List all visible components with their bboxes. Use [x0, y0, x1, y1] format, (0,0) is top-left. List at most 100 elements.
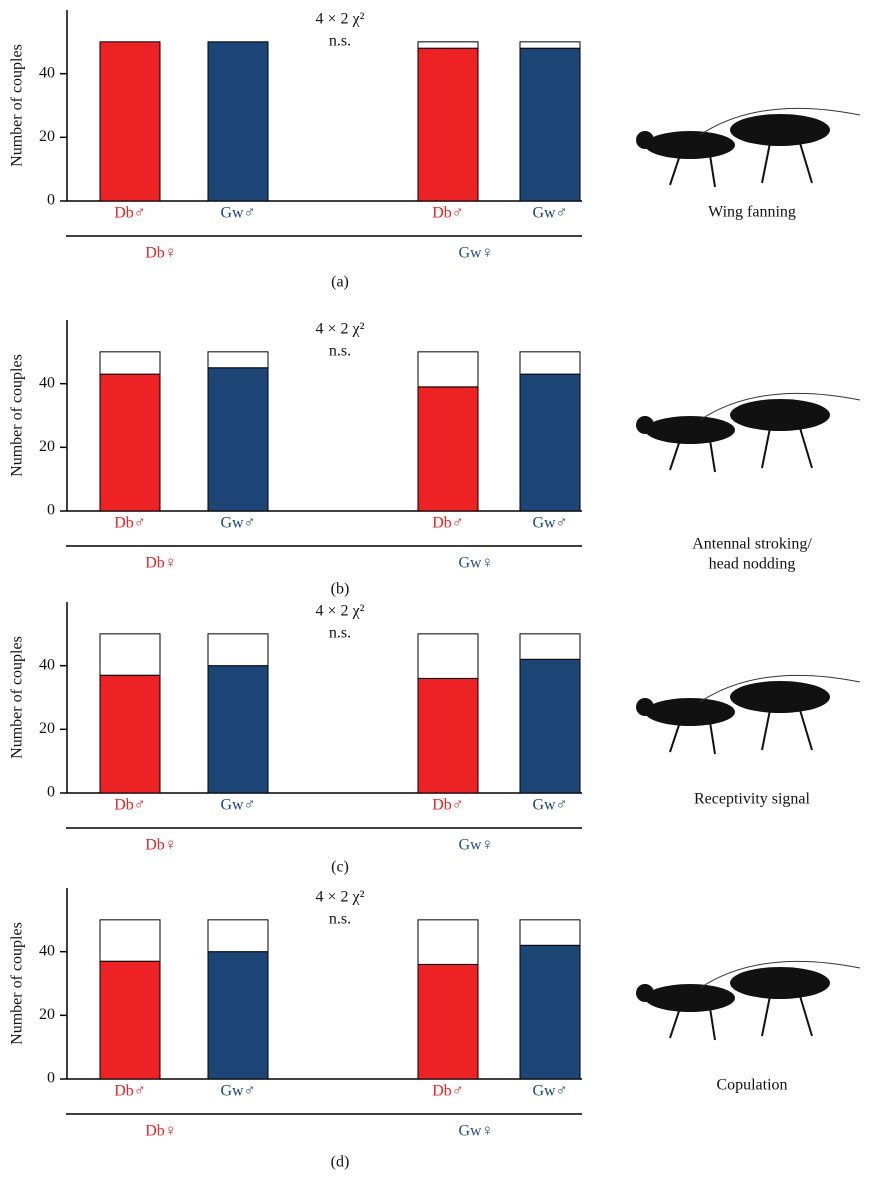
annotation: 4 × 2 χ² [316, 889, 365, 906]
x-tick-label: Gw♂ [532, 205, 567, 222]
bar-segment [100, 352, 160, 374]
y-tick-label: 40 [39, 656, 55, 673]
bar-segment [520, 945, 580, 1079]
bar-segment [418, 352, 478, 387]
x-tick-label: Db♂ [114, 1083, 146, 1100]
y-axis-label: Number of couples [9, 44, 26, 167]
bar-segment [520, 659, 580, 793]
group-label: Gw♀ [458, 555, 493, 572]
wasp-body [730, 681, 830, 713]
panel-label: (a) [331, 274, 349, 291]
group-label: Gw♀ [458, 837, 493, 854]
illustration-label: head nodding [709, 556, 796, 573]
illustration [636, 108, 860, 187]
annotation-note: n.s. [329, 343, 351, 360]
group-label: Db♀ [145, 245, 177, 262]
y-axis-label: Number of couples [9, 922, 26, 1045]
x-tick-label: Db♂ [432, 1083, 464, 1100]
bar-segment [100, 675, 160, 793]
illustration [636, 961, 860, 1040]
annotation-note: n.s. [329, 911, 351, 928]
bar-segment [418, 48, 478, 201]
group-label: Gw♀ [458, 245, 493, 262]
illustration [636, 393, 860, 472]
y-tick-label: 0 [47, 784, 55, 801]
annotation: 4 × 2 χ² [316, 603, 365, 620]
y-axis-label: Number of couples [9, 636, 26, 759]
group-label: Gw♀ [458, 1123, 493, 1140]
x-tick-label: Gw♂ [220, 797, 255, 814]
annotation-note: n.s. [329, 625, 351, 642]
x-tick-label: Gw♂ [220, 515, 255, 532]
wasp-head [636, 416, 654, 434]
x-tick-label: Db♂ [114, 797, 146, 814]
group-label: Db♀ [145, 837, 177, 854]
figure: 0 20 40 Db♂ Gw♂ Db♂ Gw♂ Db♀ Gw♀ Number of couples… [0, 0, 869, 1181]
illustration-label: Antennal stroking/ [692, 536, 812, 553]
y-tick-label: 0 [47, 502, 55, 519]
bar-segment [208, 352, 268, 368]
y-tick-label: 20 [39, 720, 55, 737]
bar-segment [418, 42, 478, 48]
bar-segment [208, 368, 268, 511]
illustration-label: Receptivity signal [694, 791, 811, 808]
bar-segment [520, 352, 580, 374]
wasp-body [730, 967, 830, 999]
y-tick-label: 0 [47, 192, 55, 209]
x-tick-label: Gw♂ [220, 1083, 255, 1100]
bar-segment [100, 920, 160, 961]
bar-segment [100, 42, 160, 201]
y-tick-label: 20 [39, 438, 55, 455]
bar-segment [208, 920, 268, 952]
panel-label: (b) [331, 581, 350, 598]
bar-segment [208, 42, 268, 201]
illustration [636, 675, 860, 754]
wasp-head [636, 131, 654, 149]
wasp-body [645, 698, 735, 726]
wasp-head [636, 984, 654, 1002]
illustration-label: Copulation [716, 1077, 787, 1094]
bar-segment [208, 952, 268, 1079]
y-tick-label: 40 [39, 374, 55, 391]
bar-segment [520, 920, 580, 945]
bar-segment [100, 961, 160, 1079]
wasp-body [730, 399, 830, 431]
bar-segment [418, 920, 478, 965]
y-tick-label: 20 [39, 1006, 55, 1023]
bar-segment [520, 374, 580, 511]
wasp-head [636, 698, 654, 716]
y-axis-label: Number of couples [9, 354, 26, 477]
bar-segment [520, 42, 580, 48]
bar-segment [418, 387, 478, 511]
bar-segment [208, 666, 268, 793]
bar-segment [208, 634, 268, 666]
illustration-label: Wing fanning [708, 204, 796, 221]
x-tick-label: Gw♂ [220, 205, 255, 222]
bar-segment [520, 634, 580, 659]
wasp-body [645, 984, 735, 1012]
x-tick-label: Db♂ [432, 797, 464, 814]
x-tick-label: Db♂ [432, 205, 464, 222]
bar-segment [418, 678, 478, 793]
group-label: Db♀ [145, 1123, 177, 1140]
y-tick-label: 20 [39, 128, 55, 145]
wasp-body [645, 416, 735, 444]
wasp-body [645, 131, 735, 159]
y-tick-label: 0 [47, 1070, 55, 1087]
bar-segment [418, 634, 478, 679]
y-tick-label: 40 [39, 64, 55, 81]
annotation: 4 × 2 χ² [316, 11, 365, 28]
x-tick-label: Gw♂ [532, 515, 567, 532]
y-tick-label: 40 [39, 942, 55, 959]
wasp-body [730, 114, 830, 146]
x-tick-label: Db♂ [114, 515, 146, 532]
x-tick-label: Db♂ [432, 515, 464, 532]
x-tick-label: Gw♂ [532, 1083, 567, 1100]
x-tick-label: Gw♂ [532, 797, 567, 814]
panel-label: (d) [331, 1154, 350, 1171]
bar-segment [520, 48, 580, 201]
group-label: Db♀ [145, 555, 177, 572]
annotation: 4 × 2 χ² [316, 321, 365, 338]
x-tick-label: Db♂ [114, 205, 146, 222]
annotation-note: n.s. [329, 33, 351, 50]
